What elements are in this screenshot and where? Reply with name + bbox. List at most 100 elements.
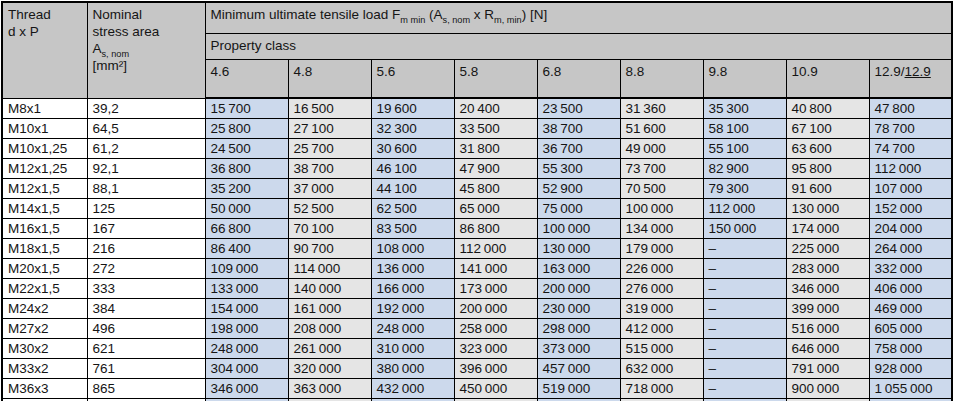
property-class-header: 5.6 [371,60,454,99]
load-value-cell: 632 000 [620,359,703,379]
thread-cell: M27x2 [2,319,87,339]
thread-cell: M10x1,25 [2,139,87,159]
load-value-cell: 70 100 [288,219,371,239]
load-value-cell: 515 000 [620,339,703,359]
load-value-cell: 78 700 [869,119,952,139]
load-value-cell: 46 100 [371,159,454,179]
load-value-cell: 75 000 [537,199,620,219]
load-value-cell: 264 000 [869,239,952,259]
table-row: M30x2621248 000261 000310 000323 000373 … [2,339,952,359]
table-row: M18x1,521686 40090 700108 000112 000130 … [2,239,952,259]
load-value-cell: 161 000 [288,299,371,319]
area-header-unit: [mm²] [93,58,203,75]
load-value-cell: 163 000 [537,259,620,279]
thread-cell: M24x2 [2,299,87,319]
load-value-cell: 225 000 [786,239,869,259]
thread-column-header: Thread d x P [2,2,87,98]
load-value-cell: 63 600 [786,139,869,159]
load-value-cell: 261 000 [288,339,371,359]
load-value-cell: – [703,339,786,359]
load-value-cell: 114 000 [288,259,371,279]
load-value-cell: 718 000 [620,379,703,399]
load-value-cell: 82 900 [703,159,786,179]
load-value-cell: 67 100 [786,119,869,139]
load-value-cell: 758 000 [869,339,952,359]
load-value-cell: 226 000 [620,259,703,279]
load-value-cell: 51 600 [620,119,703,139]
load-value-cell: 33 500 [454,119,537,139]
load-value-cell: 100 000 [620,199,703,219]
load-value-cell: 396 000 [454,359,537,379]
load-value-cell: 519 000 [537,379,620,399]
load-value-cell: 298 000 [537,319,620,339]
load-value-cell: 323 000 [454,339,537,359]
stress-area-cell: 865 [87,379,205,399]
load-value-cell: 52 900 [537,179,620,199]
load-value-cell: 200 000 [537,279,620,299]
table-row: M8x139,215 70016 50019 60020 40023 50031… [2,98,952,119]
table-row: M33x2761304 000320 000380 000396 000457 … [2,359,952,379]
catalog-table-page: Thread d x P Nominal stress area As, nom… [0,1,954,401]
load-value-cell: 1 055 000 [869,379,952,399]
load-value-cell: 62 500 [371,199,454,219]
load-value-cell: 70 500 [620,179,703,199]
load-value-cell: 258 000 [454,319,537,339]
load-value-cell: 320 000 [288,359,371,379]
load-value-cell: 38 700 [288,159,371,179]
table-row: M27x2496198 000208 000248 000258 000298 … [2,319,952,339]
load-value-cell: 174 000 [786,219,869,239]
load-value-cell: 38 700 [537,119,620,139]
load-value-cell: – [703,359,786,379]
table-row: M12x1,588,135 20037 00044 10045 80052 90… [2,179,952,199]
stress-area-cell: 496 [87,319,205,339]
stress-area-cell: 384 [87,299,205,319]
load-value-cell: 310 000 [371,339,454,359]
load-value-cell: 346 000 [205,379,288,399]
table-row: M12x1,2592,136 80038 70046 10047 90055 3… [2,159,952,179]
load-value-cell: 319 000 [620,299,703,319]
load-value-cell: 332 000 [869,259,952,279]
load-value-cell: 23 500 [537,98,620,119]
load-value-cell: 83 500 [371,219,454,239]
load-value-cell: 373 000 [537,339,620,359]
load-value-cell: 52 500 [288,199,371,219]
load-value-cell: 100 000 [537,219,620,239]
thread-cell: M12x1,25 [2,159,87,179]
load-value-cell: 380 000 [371,359,454,379]
table-row: M22x1,5333133 000140 000166 000173 00020… [2,279,952,299]
thread-cell: M12x1,5 [2,179,87,199]
load-value-cell: 20 400 [454,98,537,119]
property-class-header: 5.8 [454,60,537,99]
load-value-cell: 40 800 [786,98,869,119]
thread-cell: M18x1,5 [2,239,87,259]
load-value-cell: – [703,379,786,399]
stress-area-cell: 621 [87,339,205,359]
thread-cell: M8x1 [2,98,87,119]
load-value-cell: 304 000 [205,359,288,379]
load-value-cell: 90 700 [288,239,371,259]
load-value-cell: 31 360 [620,98,703,119]
load-value-cell: 516 000 [786,319,869,339]
load-value-cell: 19 600 [371,98,454,119]
area-header-line1: Nominal [93,7,203,24]
load-value-cell: 36 700 [537,139,620,159]
load-value-cell: 646 000 [786,339,869,359]
load-value-cell: 37 000 [288,179,371,199]
load-value-cell: 32 300 [371,119,454,139]
load-value-cell: 150 000 [703,219,786,239]
load-value-cell: 74 700 [869,139,952,159]
load-value-cell: 179 000 [620,239,703,259]
load-value-cell: 154 000 [205,299,288,319]
load-value-cell: 457 000 [537,359,620,379]
stress-area-cell: 61,2 [87,139,205,159]
stress-area-cell: 333 [87,279,205,299]
load-value-cell: 141 000 [454,259,537,279]
load-value-cell: 152 000 [869,199,952,219]
load-value-cell: 30 600 [371,139,454,159]
thread-cell: M30x2 [2,339,87,359]
load-value-cell: 109 000 [205,259,288,279]
load-value-cell: 50 000 [205,199,288,219]
load-value-cell: 58 100 [703,119,786,139]
table-row: M14x1,512550 00052 50062 50065 00075 000… [2,199,952,219]
property-class-header: 4.8 [288,60,371,99]
